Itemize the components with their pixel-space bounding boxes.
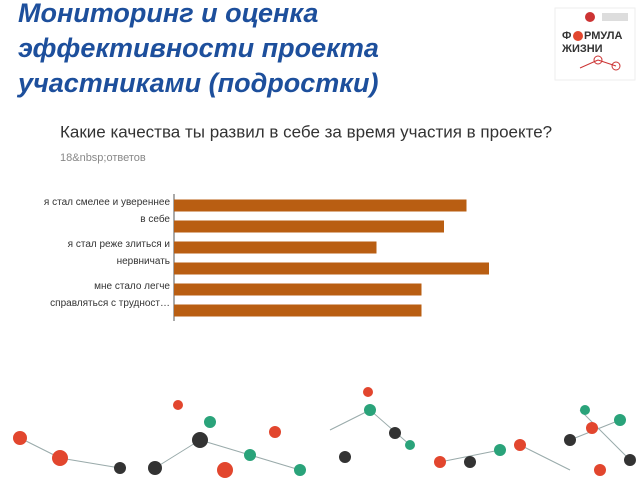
logo-emblem [602,13,628,21]
logo-molecule [579,55,621,71]
logo-text: Ф [562,30,571,42]
chart-title: Какие качества ты развил в себе за время… [60,122,552,141]
bar [174,304,422,317]
logo-dot [573,31,583,41]
bar [174,283,422,296]
bar [174,199,467,212]
logo-text: РМУЛА [584,30,622,42]
category-label: я стал смелее и увереннее в себе [43,196,170,225]
logo-emblem [585,12,595,22]
bar [174,262,489,275]
bar [174,241,377,254]
decoration [13,387,636,478]
logo-text: ЖИЗНИ [561,43,603,55]
category-label: я стал реже злиться и нервничать [67,238,170,267]
category-label: мне стало легче справляться с трудност… [50,280,170,309]
bar [174,220,444,233]
slide-title: Мониторинг и оценка эффективности проект… [18,0,379,98]
chart-subtitle: 18&nbsp;ответов [60,152,146,164]
